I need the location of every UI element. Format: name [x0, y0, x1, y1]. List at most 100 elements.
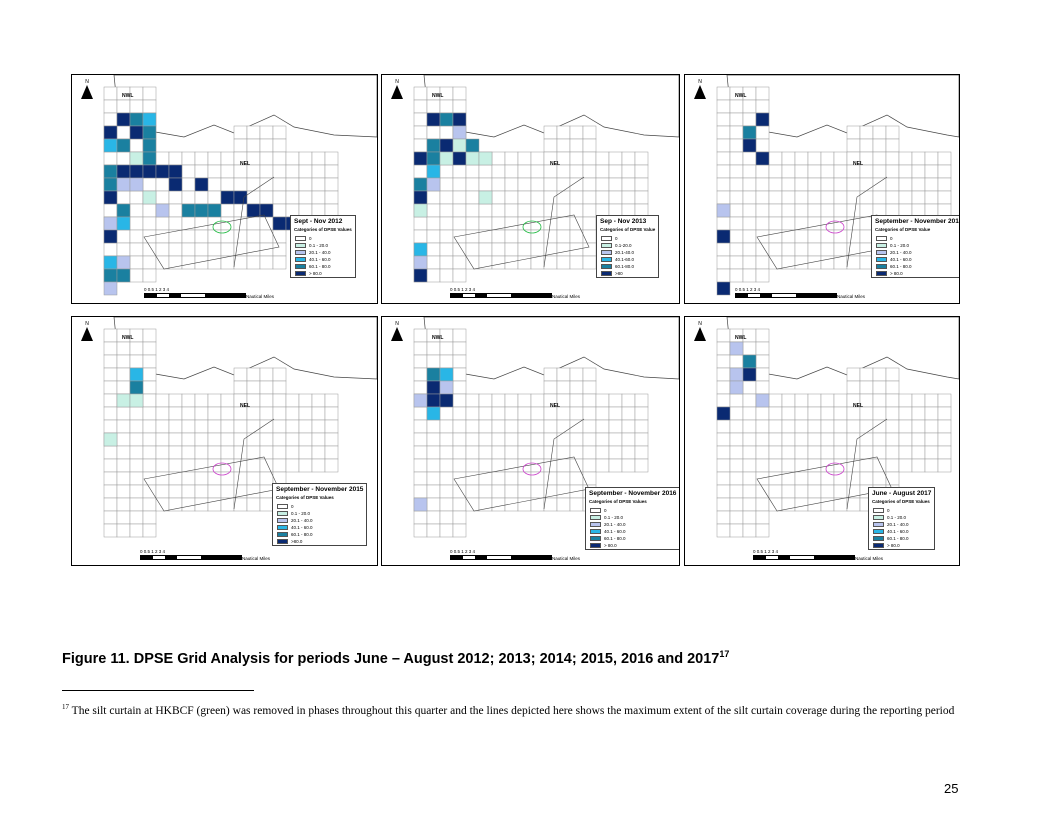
- grid-cell: [465, 242, 480, 257]
- grid-cell: [807, 216, 822, 231]
- grid-cell: [155, 393, 170, 408]
- legend-item: 40.1-60.0: [601, 256, 658, 263]
- grid-cell: [413, 380, 428, 395]
- grid-cell-colored: [129, 380, 144, 395]
- legend-item: 20.1 - 40.0: [277, 517, 366, 524]
- legend-label: 0: [887, 508, 890, 513]
- grid-cell: [517, 255, 532, 270]
- north-label: N: [395, 321, 399, 327]
- grid-cell: [439, 203, 454, 218]
- grid-cell-colored: [426, 380, 441, 395]
- grid-cell: [833, 177, 848, 192]
- grid-cell: [937, 190, 952, 205]
- grid-cell: [233, 203, 248, 218]
- grid-cell: [439, 510, 454, 525]
- grid-cell: [413, 406, 428, 421]
- grid-cell: [439, 406, 454, 421]
- grid-cell: [272, 177, 287, 192]
- grid-cell: [729, 229, 744, 244]
- grid-cell: [194, 484, 209, 499]
- grid-cell: [116, 471, 131, 486]
- grid-cell-colored: [426, 406, 441, 421]
- grid-cell: [181, 177, 196, 192]
- grid-cell: [569, 229, 584, 244]
- grid-cell: [504, 419, 519, 434]
- grid-cell: [716, 138, 731, 153]
- grid-cell-colored: [716, 203, 731, 218]
- grid-cell: [543, 471, 558, 486]
- grid-cell: [517, 203, 532, 218]
- grid-cell-colored: [755, 112, 770, 127]
- grid-cell: [220, 177, 235, 192]
- grid-cell: [465, 471, 480, 486]
- silt-curtain: [825, 220, 845, 234]
- grid-cell: [103, 380, 118, 395]
- grid-cell-colored: [246, 203, 261, 218]
- grid-cell: [311, 445, 326, 460]
- grid-cell: [452, 445, 467, 460]
- grid-cell: [103, 354, 118, 369]
- grid-cell: [155, 177, 170, 192]
- grid-cell: [168, 458, 183, 473]
- scale-bar: 0 0.5 1 2 3 4 Nautical Miles: [144, 287, 274, 299]
- grid-cell: [298, 419, 313, 434]
- grid-cell: [729, 432, 744, 447]
- grid-cell: [155, 216, 170, 231]
- grid-cell: [846, 367, 861, 382]
- grid-cell: [569, 419, 584, 434]
- grid-cell: [742, 432, 757, 447]
- grid-cell: [103, 523, 118, 538]
- grid-cell: [794, 406, 809, 421]
- grid-cell: [116, 190, 131, 205]
- grid-cell: [452, 99, 467, 114]
- grid-cell: [465, 164, 480, 179]
- grid-cell: [272, 125, 287, 140]
- grid-cell: [452, 523, 467, 538]
- grid-cell-colored: [103, 229, 118, 244]
- grid-cell: [820, 164, 835, 179]
- grid-cell: [194, 419, 209, 434]
- grid-cell: [781, 484, 796, 499]
- grid-cell: [478, 458, 493, 473]
- grid-cell: [716, 86, 731, 101]
- north-arrow-icon: [694, 85, 706, 99]
- grid-cell: [729, 406, 744, 421]
- grid-cell: [859, 190, 874, 205]
- scale-row: Nautical Miles: [144, 292, 274, 299]
- grid-cell: [413, 216, 428, 231]
- grid-cell: [324, 458, 339, 473]
- grid-cell-colored: [413, 190, 428, 205]
- grid-cell: [426, 268, 441, 283]
- grid-cell-colored: [439, 151, 454, 166]
- grid-cell: [246, 216, 261, 231]
- legend-label: 40.1 - 60.0: [604, 529, 626, 534]
- grid-cell: [755, 125, 770, 140]
- grid-cell: [233, 229, 248, 244]
- grid-cell: [426, 445, 441, 460]
- grid-cell-colored: [426, 151, 441, 166]
- grid-cell: [820, 419, 835, 434]
- grid-cell: [755, 380, 770, 395]
- grid-cell: [142, 419, 157, 434]
- grid-cell: [129, 242, 144, 257]
- grid-cell: [426, 255, 441, 270]
- scale-ticks: 0 0.5 1 2 3 4: [735, 287, 761, 292]
- grid-cell: [742, 229, 757, 244]
- legend-swatch: [601, 264, 612, 269]
- grid-cell: [937, 458, 952, 473]
- legend-swatch: [873, 522, 884, 527]
- grid-cell: [820, 151, 835, 166]
- grid-cell: [755, 367, 770, 382]
- grid-cell: [452, 380, 467, 395]
- legend-swatch: [277, 539, 288, 544]
- grid-cell: [142, 432, 157, 447]
- legend-item: 40.1 - 60.0: [876, 256, 959, 263]
- grid-cell: [742, 203, 757, 218]
- grid-cell: [311, 164, 326, 179]
- grid-cell: [142, 229, 157, 244]
- grid-cell: [142, 177, 157, 192]
- grid-cell: [768, 164, 783, 179]
- grid-cell: [504, 242, 519, 257]
- grid-cell: [439, 484, 454, 499]
- grid-cell: [155, 190, 170, 205]
